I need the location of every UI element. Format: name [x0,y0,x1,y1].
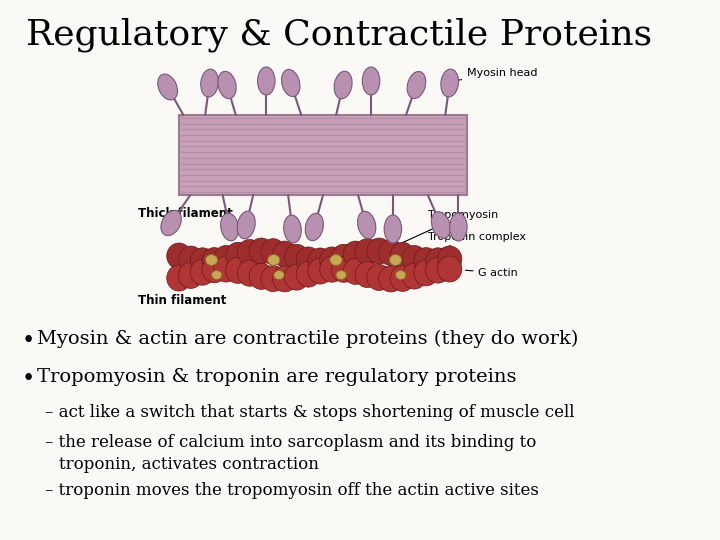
Ellipse shape [218,71,236,99]
Text: Troponin complex: Troponin complex [395,232,526,264]
Ellipse shape [355,239,379,265]
Ellipse shape [390,254,402,266]
Ellipse shape [225,258,250,284]
Text: troponin, activates contraction: troponin, activates contraction [59,456,319,473]
Ellipse shape [362,67,379,95]
Ellipse shape [414,260,438,286]
Ellipse shape [366,265,391,291]
Ellipse shape [395,271,406,280]
Ellipse shape [408,71,426,98]
Ellipse shape [220,213,238,241]
Ellipse shape [308,258,333,284]
Ellipse shape [331,244,356,271]
Ellipse shape [202,248,227,274]
Ellipse shape [261,239,285,265]
Ellipse shape [320,256,344,282]
Ellipse shape [202,256,227,283]
Ellipse shape [366,238,391,264]
Ellipse shape [402,246,426,272]
Text: Myosin head: Myosin head [444,68,538,83]
Ellipse shape [249,264,274,289]
Ellipse shape [201,69,218,97]
Text: – act like a switch that starts & stops shortening of muscle cell: – act like a switch that starts & stops … [45,404,575,421]
Text: G actin: G actin [466,268,518,278]
Ellipse shape [214,256,238,282]
Ellipse shape [238,239,262,266]
Ellipse shape [190,248,215,274]
Ellipse shape [438,246,462,272]
Ellipse shape [402,263,426,289]
Ellipse shape [308,248,333,274]
Ellipse shape [238,260,262,286]
Ellipse shape [284,215,301,243]
Ellipse shape [284,244,309,271]
Ellipse shape [205,254,217,266]
Ellipse shape [379,239,403,266]
Ellipse shape [167,243,192,269]
Ellipse shape [390,265,415,292]
Ellipse shape [161,211,181,235]
Ellipse shape [274,271,284,280]
Ellipse shape [343,241,368,267]
Ellipse shape [268,254,280,266]
Ellipse shape [296,261,320,287]
Ellipse shape [261,266,285,292]
Ellipse shape [258,67,275,95]
Ellipse shape [431,212,451,238]
Ellipse shape [320,247,344,273]
Ellipse shape [355,261,379,287]
Ellipse shape [284,264,309,290]
Ellipse shape [282,70,300,97]
Text: Tropomyosin & troponin are regulatory proteins: Tropomyosin & troponin are regulatory pr… [37,368,516,386]
Ellipse shape [343,258,368,285]
Ellipse shape [384,215,402,243]
Text: Tropomyosin: Tropomyosin [378,210,498,254]
Ellipse shape [379,266,403,292]
Ellipse shape [190,259,215,285]
Ellipse shape [330,254,342,266]
Text: Thick filament: Thick filament [138,207,233,220]
Ellipse shape [426,257,450,283]
Ellipse shape [179,246,203,272]
Ellipse shape [158,74,178,100]
Ellipse shape [237,211,255,239]
Ellipse shape [334,71,352,99]
Text: – troponin moves the tropomyosin off the actin active sites: – troponin moves the tropomyosin off the… [45,482,539,499]
Ellipse shape [438,256,462,282]
Ellipse shape [273,241,297,267]
Ellipse shape [273,266,297,292]
Text: •: • [22,368,35,390]
Text: Regulatory & Contractile Proteins: Regulatory & Contractile Proteins [26,18,652,52]
Ellipse shape [414,248,438,274]
Text: – the release of calcium into sarcoplasm and its binding to: – the release of calcium into sarcoplasm… [45,434,537,451]
Text: Myosin & actin are contractile proteins (they do work): Myosin & actin are contractile proteins … [37,330,578,348]
Ellipse shape [179,262,203,288]
Ellipse shape [450,213,467,241]
Ellipse shape [390,242,415,268]
Ellipse shape [441,69,459,97]
Ellipse shape [214,246,238,272]
Ellipse shape [426,248,450,274]
FancyBboxPatch shape [179,115,467,195]
Ellipse shape [305,213,323,241]
Ellipse shape [249,238,274,264]
Ellipse shape [331,256,356,282]
Ellipse shape [225,242,250,268]
Ellipse shape [212,271,222,280]
Ellipse shape [358,211,376,239]
Text: Thin filament: Thin filament [138,294,226,307]
Ellipse shape [296,247,320,273]
Text: •: • [22,330,35,352]
Ellipse shape [167,265,192,291]
Ellipse shape [336,271,346,280]
